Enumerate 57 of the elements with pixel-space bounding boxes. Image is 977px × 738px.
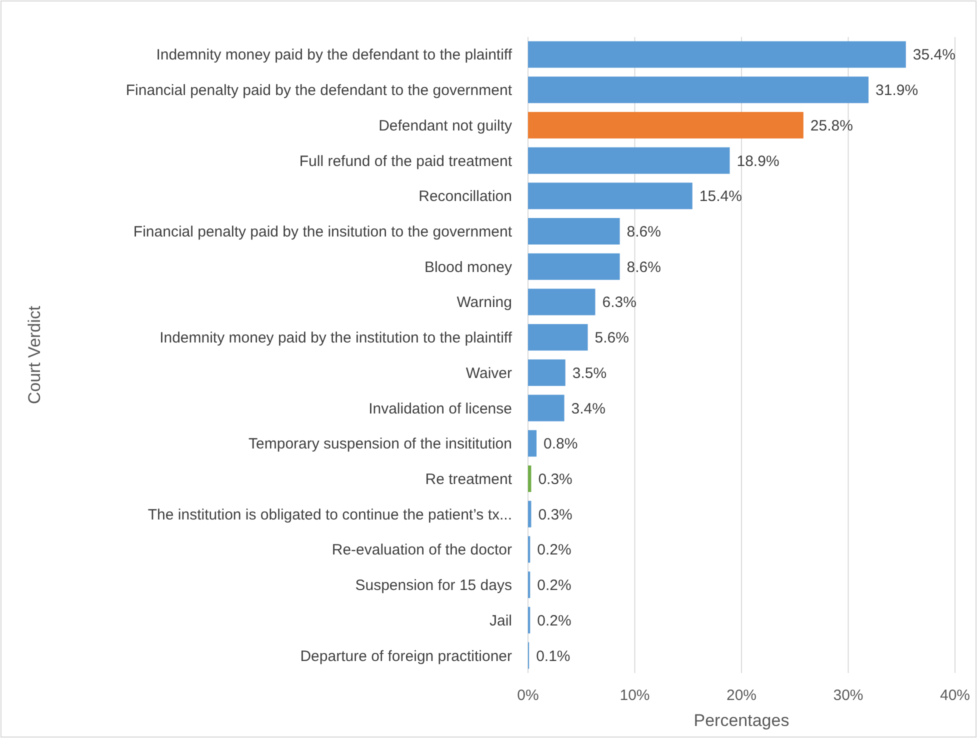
y-tick-label: Financial penalty paid by the insitution to the government — [133, 224, 513, 241]
y-tick-label: Financial penalty paid by the defendant to the government — [126, 82, 513, 100]
data-label: 0.2% — [537, 577, 572, 594]
data-label: 0.2% — [537, 542, 572, 559]
y-tick-label: Reconcillation — [418, 188, 512, 206]
data-label: 31.9% — [876, 82, 918, 100]
bar — [528, 218, 620, 245]
data-label: 0.3% — [538, 506, 572, 524]
x-tick-label: 40% — [940, 687, 970, 704]
x-tick-label: 30% — [833, 687, 864, 704]
y-tick-label: Suspension for 15 days — [355, 577, 512, 594]
bar — [528, 147, 730, 174]
x-tick-label: 20% — [726, 687, 757, 704]
y-tick-label: Jail — [489, 612, 512, 630]
data-label: 15.4% — [699, 188, 742, 206]
data-label: 8.6% — [626, 258, 662, 276]
data-label: 5.6% — [594, 330, 629, 347]
y-axis-title: Court Verdict — [25, 306, 44, 404]
x-tick-label: 10% — [620, 687, 650, 704]
data-label: 0.8% — [544, 436, 578, 453]
bar — [528, 359, 566, 386]
y-tick-label: The institution is obligated to continue the patient’s tx... — [148, 506, 512, 524]
data-label: 0.3% — [538, 470, 572, 488]
bar — [528, 288, 596, 316]
bar — [528, 394, 564, 422]
data-label: 18.9% — [736, 152, 780, 170]
y-tick-label: Temporary suspension of the insititution — [248, 436, 512, 453]
bar — [528, 112, 804, 138]
bar — [528, 465, 532, 492]
bar — [528, 253, 620, 280]
x-tick-label: 0% — [517, 687, 539, 704]
data-label: 8.6% — [626, 224, 662, 241]
y-tick-label: Re-evaluation of the doctor — [332, 542, 512, 559]
y-tick-label: Invalidation of license — [368, 400, 512, 418]
data-label: 0.1% — [536, 648, 570, 665]
bar — [528, 76, 869, 104]
y-tick-label: Waiver — [466, 364, 512, 382]
bar — [528, 324, 588, 351]
y-tick-label: Indemnity money paid by the defendant to the plaintiff — [156, 46, 513, 64]
x-axis-title: Percentages — [694, 711, 790, 730]
bar — [528, 500, 532, 528]
y-tick-label: Full refund of the paid treatment — [299, 152, 513, 170]
y-tick-label: Re treatment — [425, 470, 513, 488]
bar — [528, 430, 537, 457]
data-label: 0.2% — [537, 612, 572, 630]
bar — [528, 182, 692, 210]
data-label: 6.3% — [602, 294, 636, 312]
data-label: 3.5% — [572, 364, 607, 382]
data-label: 3.4% — [571, 400, 606, 418]
data-label: 25.8% — [810, 117, 853, 134]
y-tick-label: Defendant not guilty — [378, 117, 512, 134]
bar — [528, 41, 906, 68]
y-tick-label: Departure of foreign practitioner — [300, 648, 512, 665]
y-tick-label: Blood money — [424, 258, 512, 276]
data-label: 35.4% — [912, 46, 956, 64]
y-tick-label: Indemnity money paid by the institution to the plaintiff — [160, 330, 513, 347]
y-tick-label: Warning — [456, 294, 512, 312]
